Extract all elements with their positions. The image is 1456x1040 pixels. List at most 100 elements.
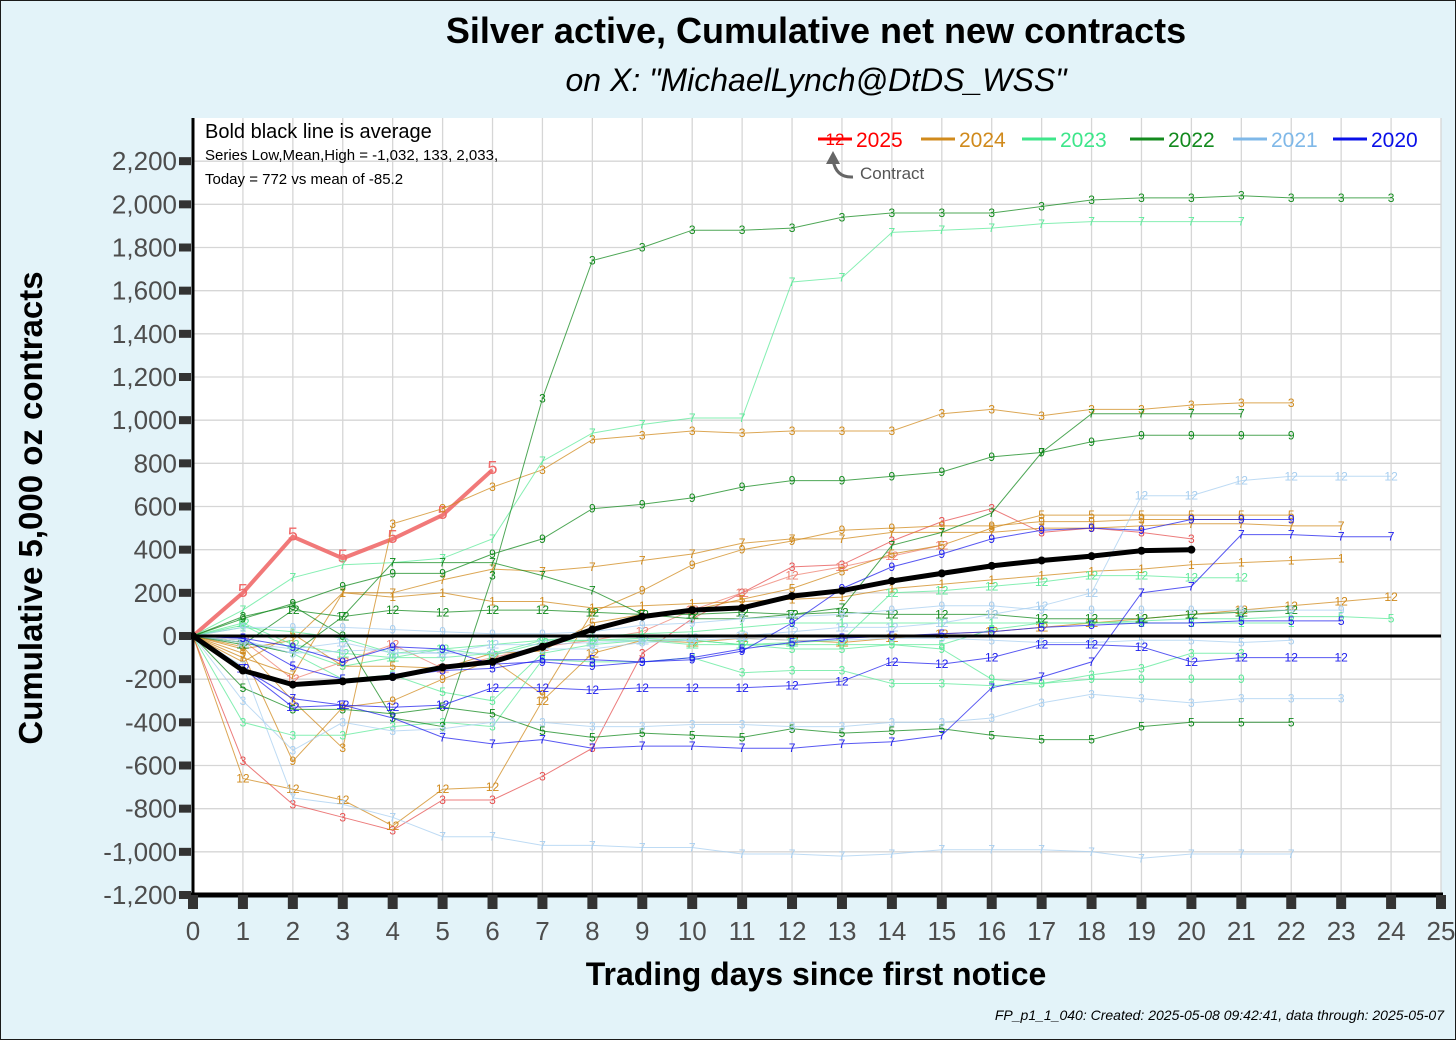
series-point-label: 7 (439, 551, 446, 565)
series-point-label: 7 (489, 562, 496, 576)
series-point-label: 9 (938, 465, 945, 479)
y-tick-mark (179, 373, 191, 381)
series-point-label: 3 (889, 534, 896, 548)
series-point-label: 9 (739, 480, 746, 494)
series-point-label: 3 (839, 210, 846, 224)
series-point-label: 5 (240, 633, 247, 647)
series-point-label: 9 (1138, 512, 1145, 526)
series-point-label: 3 (938, 407, 945, 421)
series-point-label: 3 (339, 728, 346, 742)
series-point-label: 1 (589, 601, 596, 615)
series-point-label: 7 (289, 791, 296, 805)
y-tick-label: 600 (134, 492, 177, 522)
series-point-label: 7 (240, 659, 247, 673)
series-point-label: 12 (236, 771, 250, 785)
series-point-label: 3 (240, 640, 247, 654)
series-point-label: 7 (988, 681, 995, 695)
y-tick-label: 0 (163, 621, 177, 651)
legend-label-2024: 2024 (959, 129, 1006, 152)
series-point-label: 7 (938, 223, 945, 237)
series-point-label: 5 (240, 681, 247, 695)
series-point-label: 7 (1238, 847, 1245, 861)
series-point-label: 9 (439, 625, 446, 639)
series-point-label: 3 (1038, 525, 1045, 539)
series-point-label: 9 (739, 612, 746, 626)
x-tick-mark (687, 895, 698, 909)
series-point-label: 12 (1334, 469, 1348, 483)
series-point-label: 7 (1138, 215, 1145, 229)
x-tick-label: 5 (435, 916, 449, 946)
series-point-label: 12 (436, 782, 450, 796)
x-tick-label: 20 (1177, 916, 1206, 946)
series-point-label: 1 (839, 616, 846, 630)
y-axis-label: Cumulative 5,000 oz contracts (12, 271, 49, 744)
series-point-label: 5 (589, 638, 596, 652)
series-point-label: 5 (889, 547, 896, 561)
y-tick-mark (179, 545, 191, 554)
series-point-label: 9 (339, 579, 346, 593)
series-point-label: 5 (1388, 612, 1395, 626)
series-point-label: 7 (839, 271, 846, 285)
series-point-label: 5 (389, 642, 396, 656)
series-point-label: 1 (289, 625, 296, 639)
series-point-label: 9 (938, 519, 945, 533)
series-point-label: 1 (689, 625, 696, 639)
series-point-label: 5 (238, 581, 248, 601)
x-tick-mark (1386, 895, 1397, 909)
series-point-label: 9 (289, 754, 296, 768)
series-point-label: 1 (1288, 616, 1295, 630)
series-point-label: 3 (389, 823, 396, 837)
series-point-label: 5 (739, 730, 746, 744)
series-point-label: 7 (938, 525, 945, 539)
average-point (388, 673, 397, 682)
series-point-label: 12 (1035, 612, 1049, 626)
series-point-label: 9 (639, 584, 646, 598)
series-point-label: 7 (988, 221, 995, 235)
series-point-label: 9 (1188, 428, 1195, 442)
series-point-label: 12 (1185, 655, 1199, 669)
series-point-label: 5 (839, 633, 846, 647)
x-tick-label: 11 (729, 916, 756, 946)
series-point-label: 7 (639, 553, 646, 567)
series-point-label: 5 (1288, 633, 1295, 647)
series-point-label: 5 (889, 631, 896, 645)
series-point-label: 1 (339, 631, 346, 645)
series-point-label: 7 (1238, 407, 1245, 421)
series-point-label: 9 (1088, 672, 1095, 686)
series-point-label: 3 (539, 463, 546, 477)
series-point-label: 5 (439, 685, 446, 699)
x-tick-mark (387, 895, 398, 909)
x-tick-mark (836, 895, 847, 909)
series-point-label: 9 (1288, 428, 1295, 442)
series-point-label: 9 (839, 523, 846, 537)
series-point-label: 7 (739, 411, 746, 425)
series-point-label: 9 (889, 603, 896, 617)
series-point-label: 12 (1235, 571, 1249, 585)
series-point-label: 5 (938, 631, 945, 645)
series-point-label: 12 (1085, 612, 1099, 626)
series-point-label: 3 (1288, 396, 1295, 410)
average-point (588, 625, 597, 634)
series-point-label: 3 (689, 424, 696, 438)
series-point-label: 9 (789, 610, 796, 624)
series-point-label: 12 (1035, 599, 1049, 613)
series-point-label: 12 (885, 586, 899, 600)
series-point-label: 7 (789, 741, 796, 755)
series-point-label: 5 (1188, 633, 1195, 647)
series-point-label: 5 (1338, 610, 1345, 624)
series-point-label: 5 (539, 646, 546, 660)
series-point-label: 5 (789, 635, 796, 649)
grid-lines (192, 118, 1442, 896)
series-point-label: 3 (1238, 189, 1245, 203)
series-point-label: 7 (439, 573, 446, 587)
series-point-label: 3 (839, 720, 846, 734)
series-point-label: 12 (686, 638, 700, 652)
series-point-label: 3 (289, 728, 296, 742)
series-point-label: 7 (1188, 847, 1195, 861)
footer-note: FP_p1_1_040: Created: 2025-05-08 09:42:4… (994, 1007, 1444, 1023)
series-point-label: 1 (1138, 562, 1145, 576)
series-point-label: 5 (1088, 733, 1095, 747)
series-point-label: 7 (539, 454, 546, 468)
series-point-label: 3 (1188, 532, 1195, 546)
